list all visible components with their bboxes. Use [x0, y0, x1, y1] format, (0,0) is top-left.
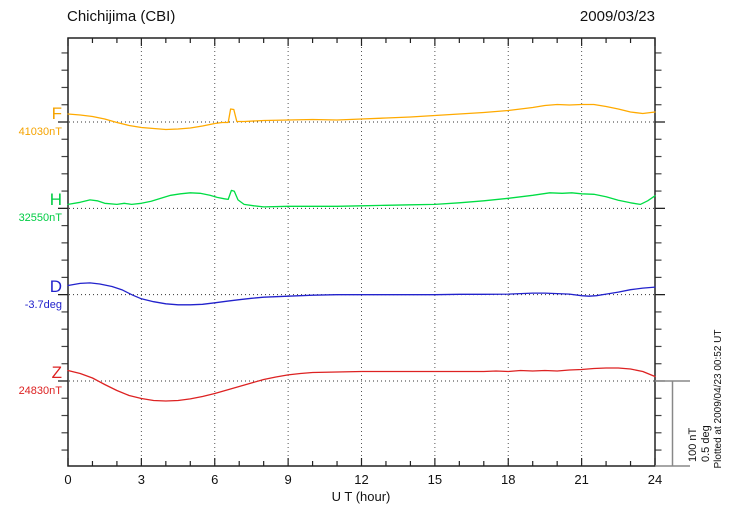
scale-bar-label-deg: 0.5 deg — [700, 425, 712, 462]
x-tick-label-0: 0 — [64, 472, 72, 487]
trace-f — [67, 103, 656, 131]
channel-label-h: H 32550nT — [0, 190, 62, 225]
x-tick-label-24: 24 — [647, 472, 663, 487]
channel-label-f: F 41030nT — [0, 104, 62, 139]
trace-d — [67, 282, 656, 306]
x-tick-label-15: 15 — [427, 472, 443, 487]
scale-bar-label: 100 nT 0.5 deg — [687, 388, 713, 462]
channel-baseline-d: -3.7deg — [24, 299, 62, 311]
x-tick-label-6: 6 — [211, 472, 219, 487]
observatory-title: Chichijima (CBI) — [67, 8, 176, 25]
x-tick-label-21: 21 — [574, 472, 589, 487]
channel-label-d: D -3.7deg — [0, 277, 62, 312]
channel-letter-d: D — [49, 277, 62, 296]
channel-letter-f: F — [51, 104, 62, 123]
plot-frame — [67, 37, 656, 467]
channel-label-z: Z 24830nT — [0, 363, 62, 398]
trace-h — [67, 189, 656, 208]
date-label: 2009/03/23 — [579, 8, 655, 25]
scale-bar-label-nt: 100 nT — [687, 427, 699, 462]
channel-letter-h: H — [49, 190, 62, 209]
channel-baseline-h: 32550nT — [18, 212, 62, 224]
channel-baseline-z: 24830nT — [18, 385, 62, 397]
x-axis-title: U T (hour) — [331, 489, 391, 504]
channel-letter-z: Z — [51, 363, 62, 382]
x-tick-label-12: 12 — [354, 472, 369, 487]
x-tick-label-3: 3 — [137, 472, 145, 487]
trace-z — [67, 367, 656, 402]
x-tick-label-18: 18 — [501, 472, 516, 487]
plotted-at-note: Plotted at 2009/04/23 00:52 UT — [713, 329, 724, 469]
x-tick-label-9: 9 — [284, 472, 292, 487]
channel-baseline-f: 41030nT — [18, 126, 62, 138]
